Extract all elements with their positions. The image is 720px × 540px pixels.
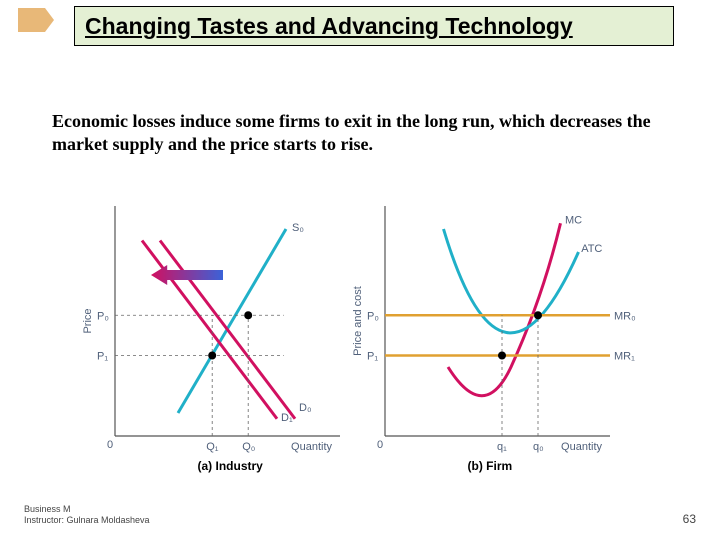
svg-text:0: 0 (107, 439, 113, 451)
footer-left: Business M Instructor: Gulnara Moldashev… (24, 504, 150, 526)
svg-text:Q₀: Q₀ (242, 441, 255, 453)
slide-body: Economic losses induce some firms to exi… (52, 110, 682, 155)
slide-bullet (18, 8, 54, 32)
figure: Price 0 Quantity (a) Industry S₀ D₀ D₁ P₀ P₁ Q₁ Q₀… (80, 196, 640, 496)
footer-l2: Instructor: Gulnara Moldasheva (24, 515, 150, 525)
svg-text:P₀: P₀ (97, 310, 109, 322)
svg-text:q₀: q₀ (533, 441, 544, 453)
svg-text:P₀: P₀ (367, 310, 379, 322)
svg-text:ATC: ATC (581, 243, 602, 255)
svg-text:Quantity: Quantity (561, 441, 602, 453)
svg-text:MR₁: MR₁ (614, 351, 635, 363)
svg-text:0: 0 (377, 439, 383, 451)
svg-text:D₁: D₁ (281, 412, 293, 424)
page-number: 63 (683, 512, 696, 526)
svg-text:Price: Price (82, 308, 94, 333)
svg-text:Q₁: Q₁ (206, 441, 219, 453)
title-box: Changing Tastes and Advancing Technology (74, 6, 674, 46)
svg-text:S₀: S₀ (292, 222, 304, 234)
svg-text:P₁: P₁ (367, 351, 378, 363)
svg-text:MR₀: MR₀ (614, 310, 636, 322)
footer-l1: Business M (24, 504, 71, 514)
slide-title: Changing Tastes and Advancing Technology (85, 13, 663, 41)
svg-text:q₁: q₁ (497, 441, 507, 453)
svg-text:Price and cost: Price and cost (352, 286, 364, 356)
svg-text:P₁: P₁ (97, 351, 108, 363)
svg-text:(a) Industry: (a) Industry (198, 459, 264, 473)
two-panel-chart: Price 0 Quantity (a) Industry S₀ D₀ D₁ P₀ P₁ Q₁ Q₀… (80, 196, 640, 496)
svg-text:D₀: D₀ (299, 402, 312, 414)
svg-text:MC: MC (565, 214, 582, 226)
svg-text:(b) Firm: (b) Firm (468, 459, 513, 473)
svg-text:Quantity: Quantity (291, 441, 332, 453)
